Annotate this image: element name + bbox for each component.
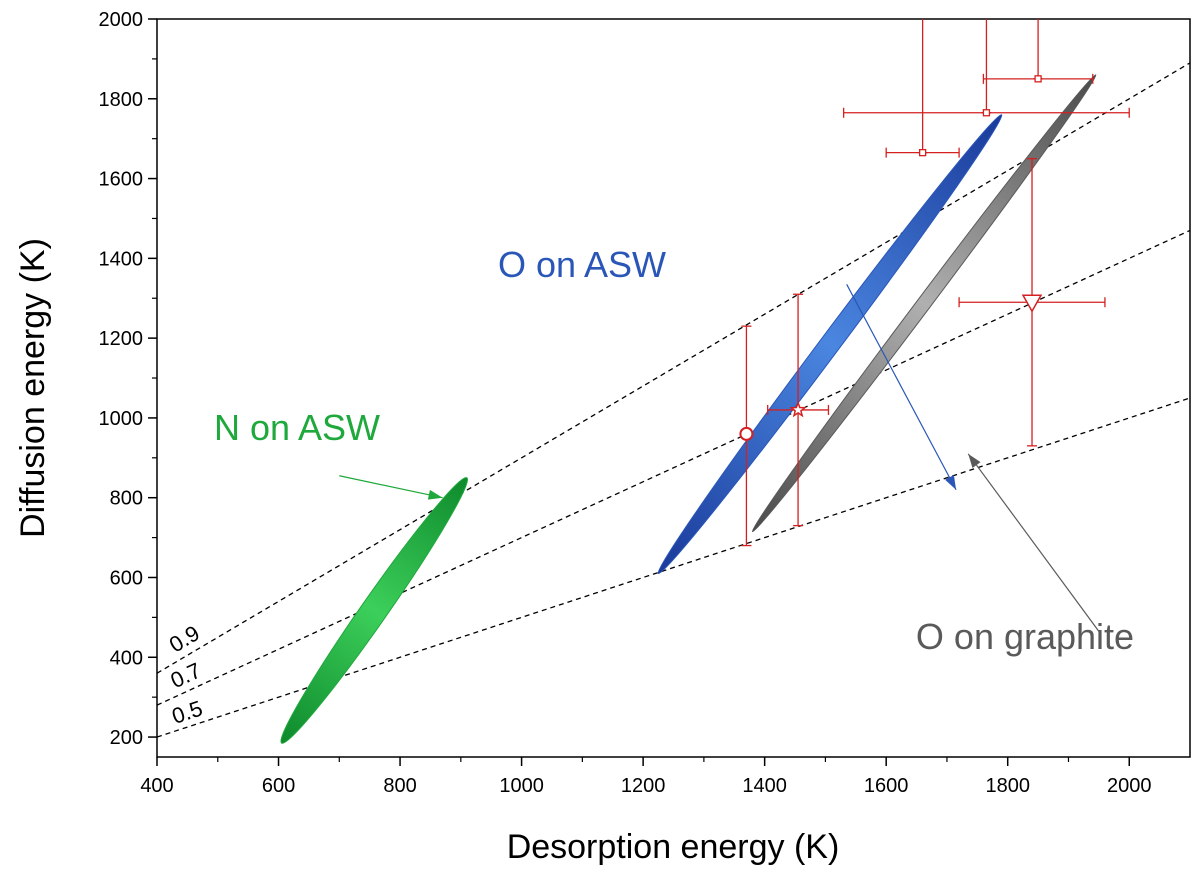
annotation-arrow-head [945,475,957,490]
x-tick-label: 2000 [1107,775,1152,797]
annotation-arrow-line [339,475,443,499]
y-tick-label: 1000 [99,408,144,430]
x-tick-label: 1000 [499,775,544,797]
annotation-arrow-head [968,453,981,469]
y-tick-label: 400 [110,647,143,669]
region-label: N on ASW [214,407,380,448]
x-tick-label: 1200 [621,775,666,797]
region-labels: N on ASW O on ASW O on graphite [214,244,1134,657]
x-axis-title: Desorption energy (K) [507,828,840,866]
y-tick-label: 600 [110,567,143,589]
y-tick-label: 1600 [99,169,144,191]
point-square [1034,75,1042,83]
x-tick-label: 400 [140,775,173,797]
ratio-label: 0.7 [167,658,205,693]
annotation-arrow-head [427,489,443,500]
point-triangle [1021,294,1043,313]
y-tick-label: 2000 [99,9,144,31]
y-axis-title: Diffusion energy (K) [14,238,52,538]
annotation-arrow-line [846,283,957,491]
annotation-arrows [339,283,1100,632]
data-points [739,19,1130,547]
x-tick-label: 600 [262,775,295,797]
region-label: O on ASW [498,244,666,285]
axes: 400 600 800 1000 1200 1400 1600 1800 2000 200 400 6… [99,9,1152,797]
point-circle [739,426,754,441]
point-square [918,148,927,157]
x-tick-label: 1800 [985,775,1030,797]
region-1 [657,114,1003,575]
plot-frame [156,18,1191,758]
point-square [982,109,991,117]
y-tick-label: 1800 [99,89,144,111]
region-0 [280,477,469,744]
x-tick-label: 1600 [864,775,909,797]
y-tick-label: 1400 [99,248,144,270]
ratio-line-0.9 [157,62,1190,674]
y-tick-label: 800 [110,488,143,510]
ratio-label: 0.5 [169,696,206,729]
annotation-arrow-line [967,453,1100,632]
ratio-label: 0.9 [165,620,204,657]
x-tick-label: 1400 [742,775,787,797]
y-tick-label: 1200 [99,328,144,350]
ratio-labels: 0.90.70.5 [165,620,206,729]
y-tick-label: 200 [110,727,143,749]
regions [280,74,1097,744]
x-tick-label: 800 [383,775,416,797]
ratio-line-0.7 [157,229,1190,706]
region-2 [751,74,1097,533]
point-star [789,400,807,418]
region-label: O on graphite [916,616,1134,657]
